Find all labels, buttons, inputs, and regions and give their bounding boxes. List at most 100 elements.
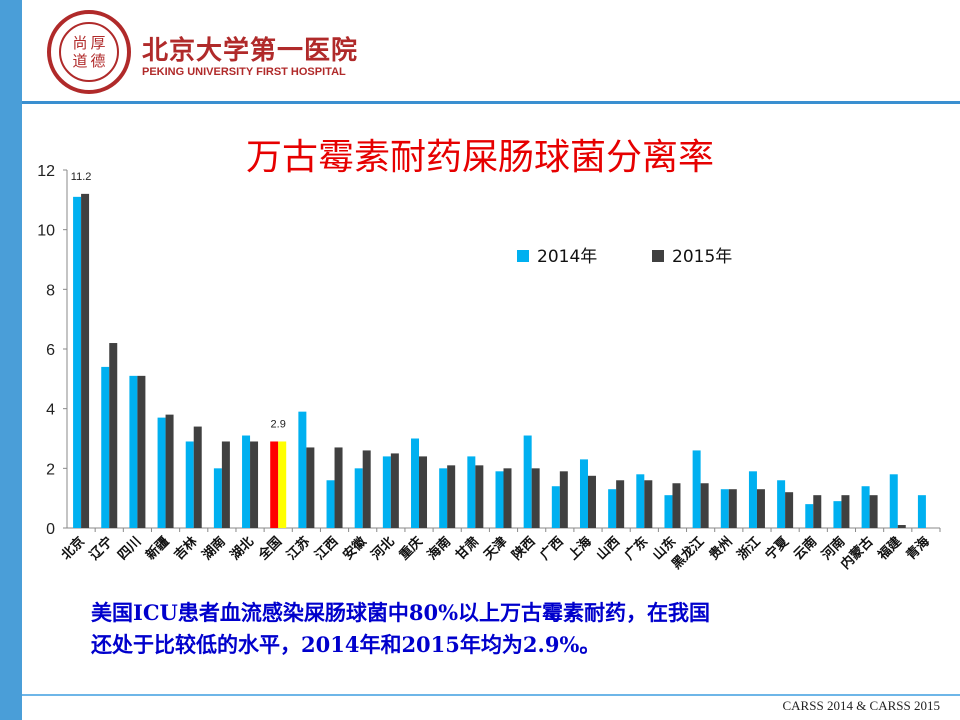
data-label: 11.2 xyxy=(71,171,92,183)
x-tick-label: 山西 xyxy=(593,534,623,564)
bar-2015 xyxy=(165,414,174,528)
bar-2015 xyxy=(193,426,202,528)
bar-2015 xyxy=(587,475,596,528)
legend-swatch-2015 xyxy=(652,250,664,262)
x-tick-label: 江西 xyxy=(312,534,342,564)
legend-label-2014: 2014年 xyxy=(537,247,597,267)
bar-2014 xyxy=(861,486,870,528)
summary-line-2: 还处于比较低的水平，2014年和2015年均为2.9%。 xyxy=(91,632,601,657)
bar-2014 xyxy=(326,480,335,528)
header-divider xyxy=(22,101,960,104)
bar-2015 xyxy=(447,465,456,528)
bar-2015 xyxy=(109,343,118,528)
bar-2014 xyxy=(523,435,532,528)
x-tick-label: 内蒙古 xyxy=(838,534,877,573)
x-tick-label: 河北 xyxy=(368,534,398,564)
bar-2015 xyxy=(672,483,681,528)
legend-label-2015: 2015年 xyxy=(672,247,732,267)
x-tick-label: 福建 xyxy=(874,534,904,564)
bar-2014 xyxy=(185,441,194,528)
bar-2015 xyxy=(475,465,484,528)
bar-2014 xyxy=(720,489,729,528)
x-tick-label: 浙江 xyxy=(734,534,764,564)
bar-2015 xyxy=(221,441,230,528)
seal-char: 道 xyxy=(72,52,88,70)
seal-char: 厚 xyxy=(90,34,106,52)
x-tick-label: 安徽 xyxy=(340,533,370,563)
data-source: CARSS 2014 & CARSS 2015 xyxy=(782,698,941,713)
footer-divider xyxy=(22,694,960,696)
bar-2014 xyxy=(467,456,476,528)
bar-2015 xyxy=(728,489,737,528)
y-tick-label: 10 xyxy=(37,223,55,240)
bar-2015 xyxy=(756,489,765,528)
bar-2014 xyxy=(439,468,448,528)
bar-2015 xyxy=(250,441,259,528)
x-tick-label: 陕西 xyxy=(509,534,539,564)
bar-chart: 0 2 4 6 8 10 12 北京 辽宁 四川 新疆 吉林 湖南 湖北 全国 江苏 江西 安徽 河北 重庆 海南 甘肃天… xyxy=(37,163,941,573)
bar-2014 xyxy=(354,468,363,528)
bar-2015 xyxy=(813,495,822,528)
bar-2014 xyxy=(889,474,898,528)
bar-2014 xyxy=(382,456,391,528)
bar-2014 xyxy=(917,495,926,528)
bar-2014 xyxy=(495,471,504,528)
seal-inscription: 尚 厚 道 德 xyxy=(71,34,107,70)
left-accent-stripe xyxy=(0,0,22,720)
x-tick-label: 四川 xyxy=(115,534,144,563)
bar-2015 xyxy=(81,193,90,528)
x-tick-label: 广东 xyxy=(621,534,651,564)
bar-2014 xyxy=(636,474,645,528)
x-tick-label: 甘肃 xyxy=(452,534,482,564)
x-tick-label: 海南 xyxy=(424,534,454,564)
bar-2014 xyxy=(129,375,138,528)
x-tick-label: 全国 xyxy=(255,534,285,564)
bar-2014 xyxy=(411,438,420,528)
bar-2015 xyxy=(334,447,343,528)
summary-text: 美国ICU患者血流感染屎肠球菌中80%以上万古霉素耐药，在我国 还处于比较低的水… xyxy=(91,597,891,661)
bar-2014 xyxy=(551,486,560,528)
bar-2015 xyxy=(137,375,146,528)
x-tick-label: 重庆 xyxy=(396,534,426,564)
x-tick-label: 青海 xyxy=(903,534,933,564)
bar-2014 xyxy=(270,441,279,528)
bar-2015 xyxy=(559,471,568,528)
bar-2014 xyxy=(73,196,82,528)
bar-2015 xyxy=(869,495,878,528)
hospital-name-en: PEKING UNIVERSITY FIRST HOSPITAL xyxy=(142,66,346,78)
bar-2015 xyxy=(419,456,428,528)
x-tick-label: 云南 xyxy=(790,534,820,564)
bar-2015 xyxy=(306,447,315,528)
chart-title: 万古霉素耐药屎肠球菌分离率 xyxy=(245,137,714,178)
bar-2014 xyxy=(805,504,814,528)
bar-2014 xyxy=(101,366,110,528)
bar-2015 xyxy=(503,468,512,528)
y-tick-label: 2 xyxy=(46,461,55,478)
x-tick-label: 广西 xyxy=(537,534,567,564)
university-seal-logo: 尚 厚 道 德 xyxy=(47,10,131,94)
x-tick-label: 江苏 xyxy=(283,534,313,564)
bar-2015 xyxy=(362,450,371,528)
seal-char: 尚 xyxy=(72,34,88,52)
bar-2015 xyxy=(841,495,850,528)
x-tick-label: 新疆 xyxy=(143,534,173,564)
bar-2014 xyxy=(157,417,166,528)
y-tick-label: 12 xyxy=(37,163,55,180)
bar-2015 xyxy=(785,492,794,528)
y-tick-label: 6 xyxy=(46,342,55,359)
bar-2015 xyxy=(897,525,906,528)
summary-line-1: 美国ICU患者血流感染屎肠球菌中80%以上万古霉素耐药，在我国 xyxy=(91,600,711,625)
bar-2015 xyxy=(278,441,287,528)
bar-2014 xyxy=(242,435,251,528)
x-tick-label: 宁夏 xyxy=(762,533,792,563)
bar-2015 xyxy=(616,480,625,528)
x-tick-label: 天津 xyxy=(481,534,511,564)
x-tick-label: 辽宁 xyxy=(86,534,116,564)
y-tick-label: 8 xyxy=(46,282,55,299)
x-tick-label: 贵州 xyxy=(706,534,736,564)
bar-2014 xyxy=(748,471,757,528)
seal-char: 德 xyxy=(90,52,106,70)
x-tick-label: 上海 xyxy=(565,534,595,564)
bar-2015 xyxy=(644,480,653,528)
header-bar xyxy=(22,0,960,102)
